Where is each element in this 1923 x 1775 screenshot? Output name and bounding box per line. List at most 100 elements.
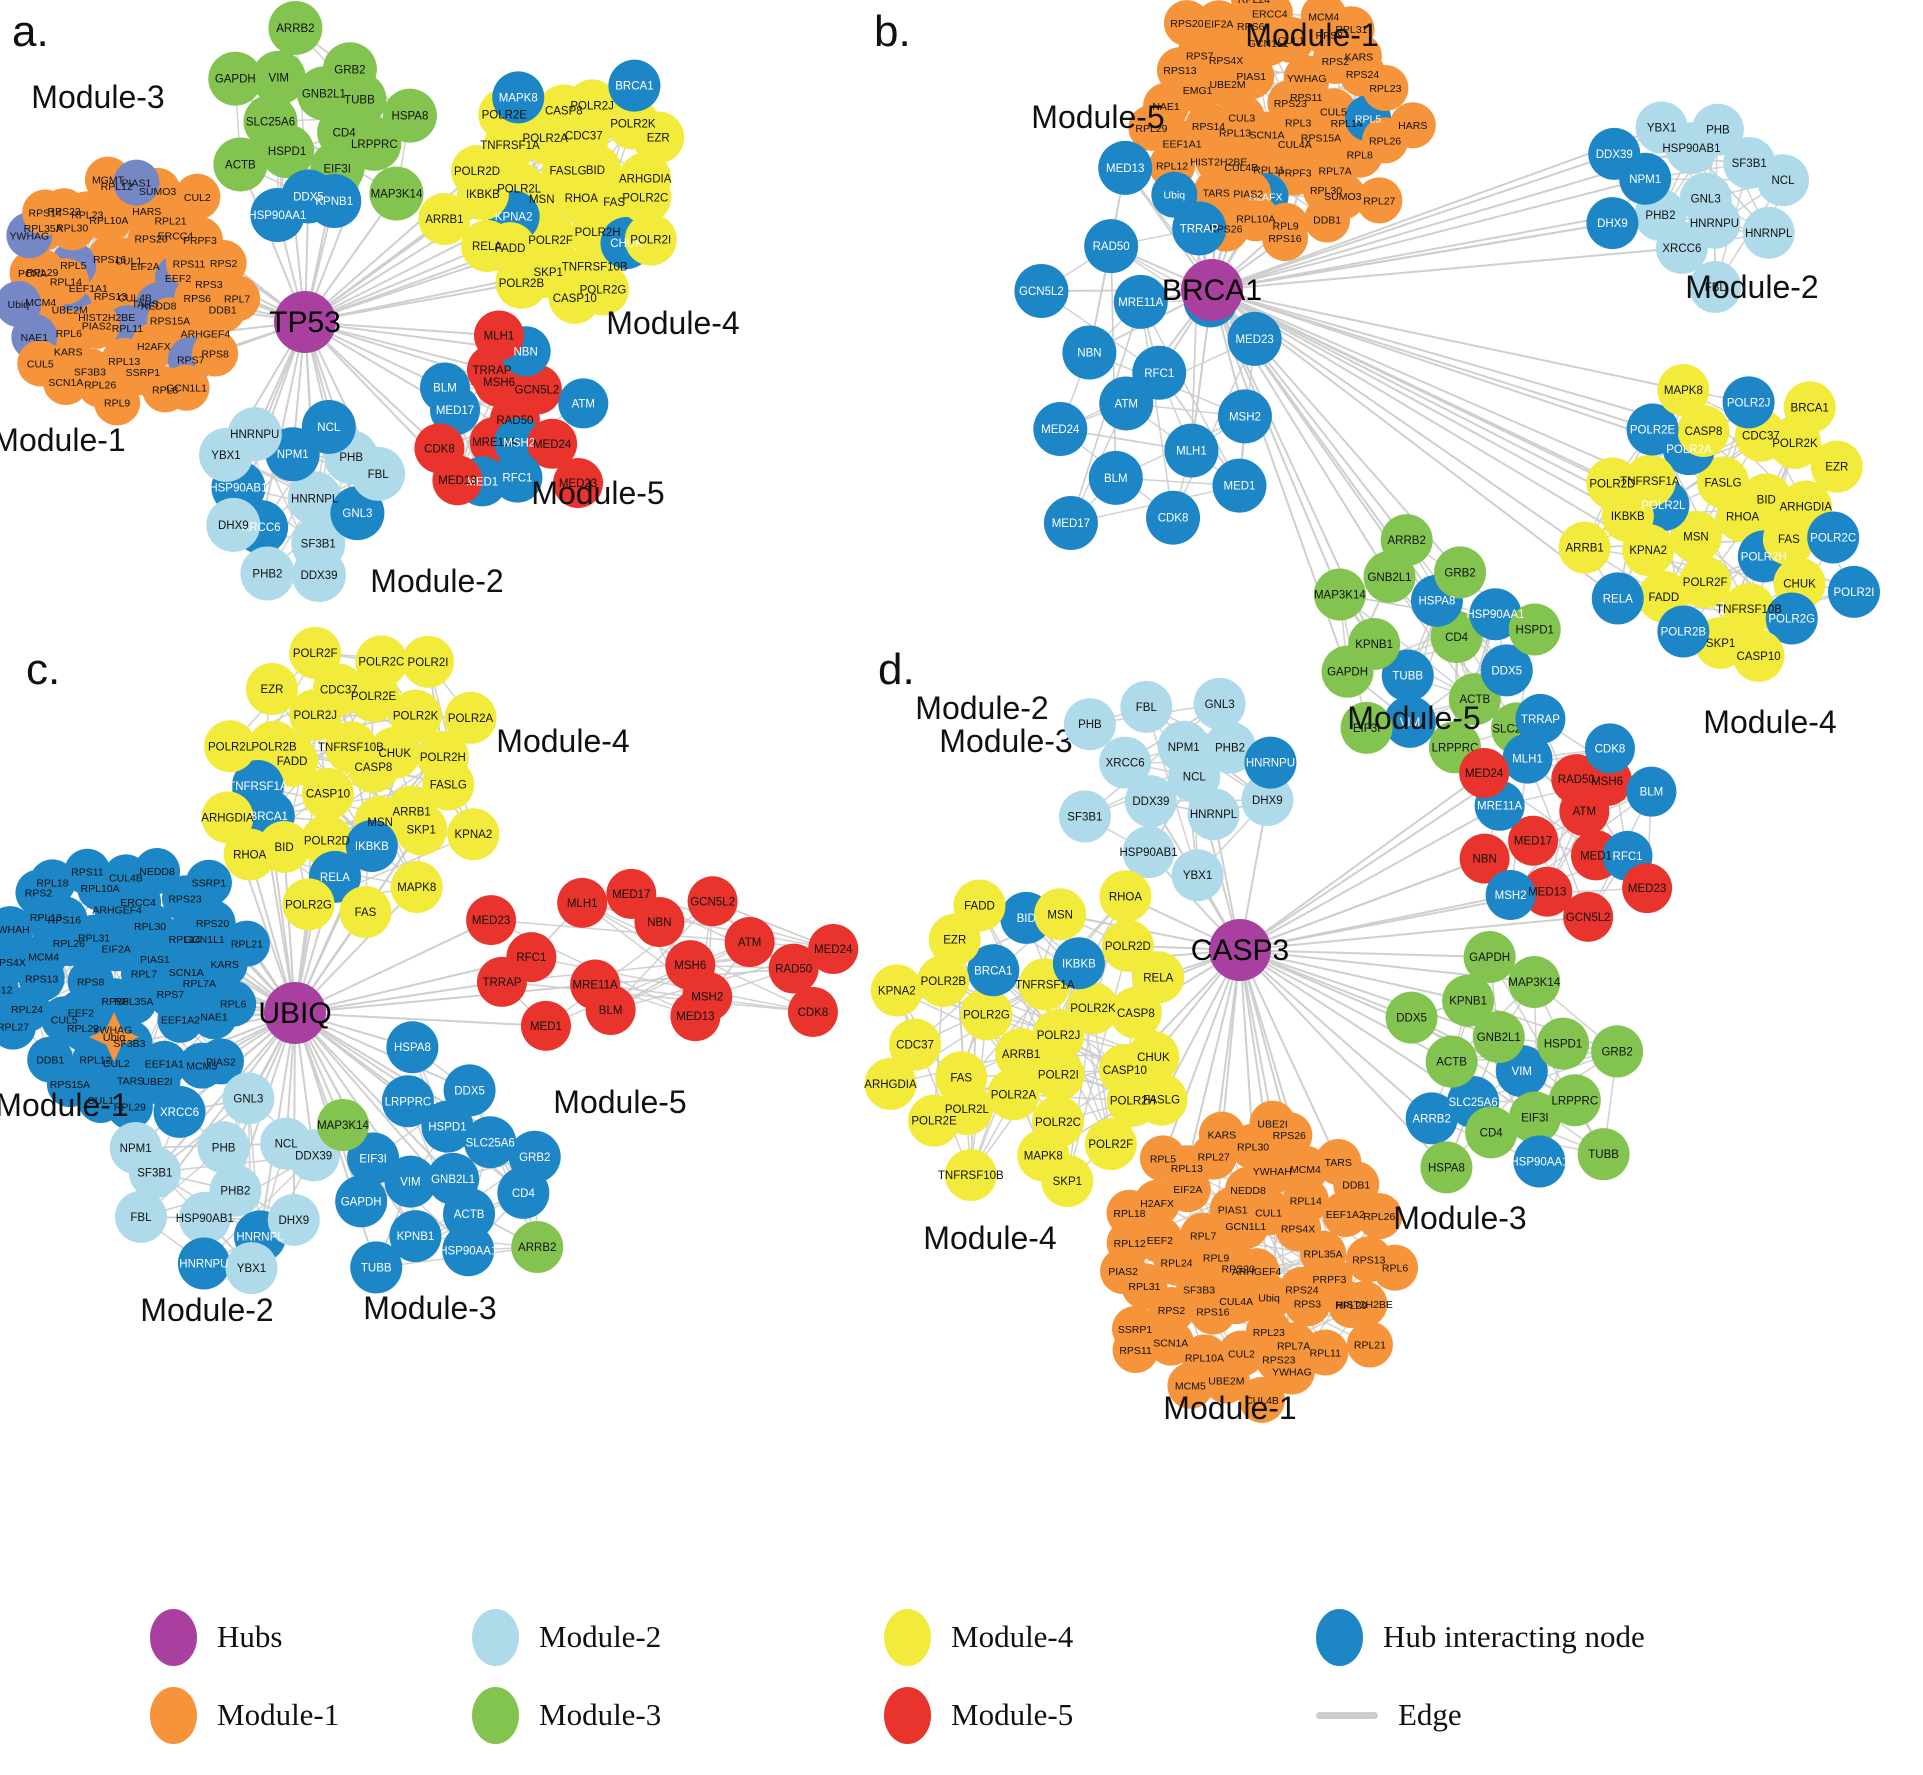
node-KARS[interactable]	[1198, 1111, 1245, 1158]
node-RPS14[interactable]	[22, 189, 69, 236]
node-ARRB2[interactable]	[268, 0, 323, 55]
node-HSPA8[interactable]	[382, 88, 437, 143]
node-HNRNPU[interactable]	[1244, 736, 1297, 789]
node-ACTB[interactable]	[1425, 1035, 1478, 1088]
node-NEDD8[interactable]	[134, 848, 181, 895]
node-SCN1A[interactable]	[1147, 1319, 1194, 1366]
node-MED13[interactable]	[1522, 866, 1573, 917]
node-MED1[interactable]	[1212, 458, 1267, 513]
node-SLC25A6[interactable]	[464, 1116, 517, 1169]
node-XRCC6[interactable]	[1099, 736, 1152, 789]
star-node-Ubiq[interactable]	[89, 1012, 139, 1062]
node-RPL21[interactable]	[223, 920, 270, 967]
node-POLR2D[interactable]	[451, 145, 504, 198]
node-EIF3I[interactable]	[1508, 1091, 1561, 1144]
node-RELA[interactable]	[1132, 951, 1185, 1004]
node-CASP8[interactable]	[1677, 404, 1730, 457]
node-PHB2[interactable]	[1204, 721, 1257, 774]
node-GCN1L1[interactable]	[163, 364, 210, 411]
node-RPS11[interactable]	[64, 848, 111, 895]
node-POLR2C[interactable]	[355, 635, 408, 688]
node-GRB2[interactable]	[1434, 546, 1487, 599]
node-MLH1[interactable]	[1502, 733, 1553, 784]
node-TRRAP[interactable]	[476, 956, 527, 1007]
node-POLR2G[interactable]	[282, 878, 335, 931]
node-EIF3I[interactable]	[347, 1132, 400, 1185]
node-RPS11[interactable]	[1112, 1326, 1159, 1373]
node-DDX39[interactable]	[291, 548, 346, 603]
node-GNB2L1[interactable]	[1472, 1010, 1525, 1063]
node-MAP3K14[interactable]	[316, 1098, 369, 1151]
node-ARRB1[interactable]	[418, 192, 471, 245]
node-GRB2[interactable]	[322, 42, 377, 97]
node-ATM[interactable]	[1099, 376, 1154, 431]
node-HSPA8[interactable]	[1420, 1141, 1473, 1194]
node-TRRAP[interactable]	[1172, 201, 1227, 256]
node-GRB2[interactable]	[1591, 1025, 1644, 1078]
node-MED13[interactable]	[432, 455, 483, 506]
node-HNRNPU[interactable]	[177, 1237, 230, 1290]
node-TUBB[interactable]	[1577, 1128, 1630, 1181]
node-TARS[interactable]	[1315, 1138, 1362, 1185]
node-RHOA[interactable]	[1099, 870, 1152, 923]
node-MED24[interactable]	[808, 923, 859, 974]
node-GCN5L2[interactable]	[1563, 891, 1614, 942]
node-HNRNPL[interactable]	[1742, 206, 1795, 259]
node-POLR2C[interactable]	[1807, 511, 1860, 564]
node-RPL24[interactable]	[1231, 0, 1277, 22]
node-HSP90AA1[interactable]	[1469, 588, 1522, 641]
node-ACTB[interactable]	[213, 137, 268, 192]
node-DDX5[interactable]	[443, 1064, 496, 1117]
node-MED17[interactable]	[1043, 496, 1098, 551]
node-EZR[interactable]	[245, 662, 298, 715]
node-CHUK[interactable]	[1127, 1031, 1180, 1084]
node-RPS20[interactable]	[1163, 0, 1210, 47]
node-KPNB1[interactable]	[1442, 974, 1495, 1027]
node-KPNB1[interactable]	[389, 1210, 442, 1263]
node-LRPPRC[interactable]	[381, 1075, 434, 1128]
node-BRCA1[interactable]	[1783, 381, 1836, 434]
node-EIF2A[interactable]	[1195, 0, 1242, 47]
node-RPL5[interactable]	[1139, 1135, 1186, 1182]
node-BLM[interactable]	[585, 984, 636, 1035]
node-RELA[interactable]	[1591, 572, 1644, 625]
node-MED23[interactable]	[553, 458, 604, 509]
node-GCN5L2[interactable]	[511, 364, 562, 415]
node-MCM5[interactable]	[1167, 1362, 1214, 1409]
node-HSPD1[interactable]	[1537, 1017, 1590, 1070]
node-DHX9[interactable]	[1241, 773, 1294, 826]
node-MED13[interactable]	[670, 991, 721, 1042]
node-PIAS2[interactable]	[1100, 1248, 1147, 1295]
node-TNFRSF10B[interactable]	[324, 721, 377, 774]
node-GCN5L2[interactable]	[1014, 263, 1069, 318]
node-VIM[interactable]	[251, 50, 306, 105]
node-RPS13[interactable]	[1156, 47, 1203, 94]
node-HSP90AA1[interactable]	[442, 1224, 495, 1277]
node-GAPDH[interactable]	[1463, 931, 1516, 984]
node-RAD50[interactable]	[768, 943, 819, 994]
node-NBN[interactable]	[1459, 833, 1510, 884]
node-PHB[interactable]	[1691, 103, 1744, 156]
node-RPL31[interactable]	[1328, 6, 1375, 53]
node-RPS2[interactable]	[15, 869, 62, 916]
node-RPS8[interactable]	[192, 330, 239, 377]
node-NCL[interactable]	[1756, 154, 1809, 207]
node-POLR2K[interactable]	[389, 689, 442, 742]
node-EZR[interactable]	[1810, 440, 1863, 493]
node-MSN[interactable]	[1034, 888, 1087, 941]
node-CDK8[interactable]	[1584, 723, 1635, 774]
node-FBL[interactable]	[114, 1190, 167, 1243]
node-MSN[interactable]	[1669, 510, 1722, 563]
node-RPL9[interactable]	[94, 379, 141, 426]
node-HSP90AB1[interactable]	[178, 1191, 231, 1244]
node-FAS[interactable]	[339, 886, 392, 939]
node-MED23[interactable]	[466, 895, 517, 946]
node-YBX1[interactable]	[1171, 849, 1224, 902]
node-GAPDH[interactable]	[1321, 645, 1374, 698]
node-RPL29[interactable]	[1128, 104, 1175, 151]
node-CUL4B[interactable]	[1238, 1376, 1285, 1423]
node-RPL23[interactable]	[1362, 65, 1409, 112]
node-KPNB1[interactable]	[307, 174, 362, 229]
node-POLR2G[interactable]	[960, 988, 1013, 1041]
node-CASP10[interactable]	[548, 271, 601, 324]
